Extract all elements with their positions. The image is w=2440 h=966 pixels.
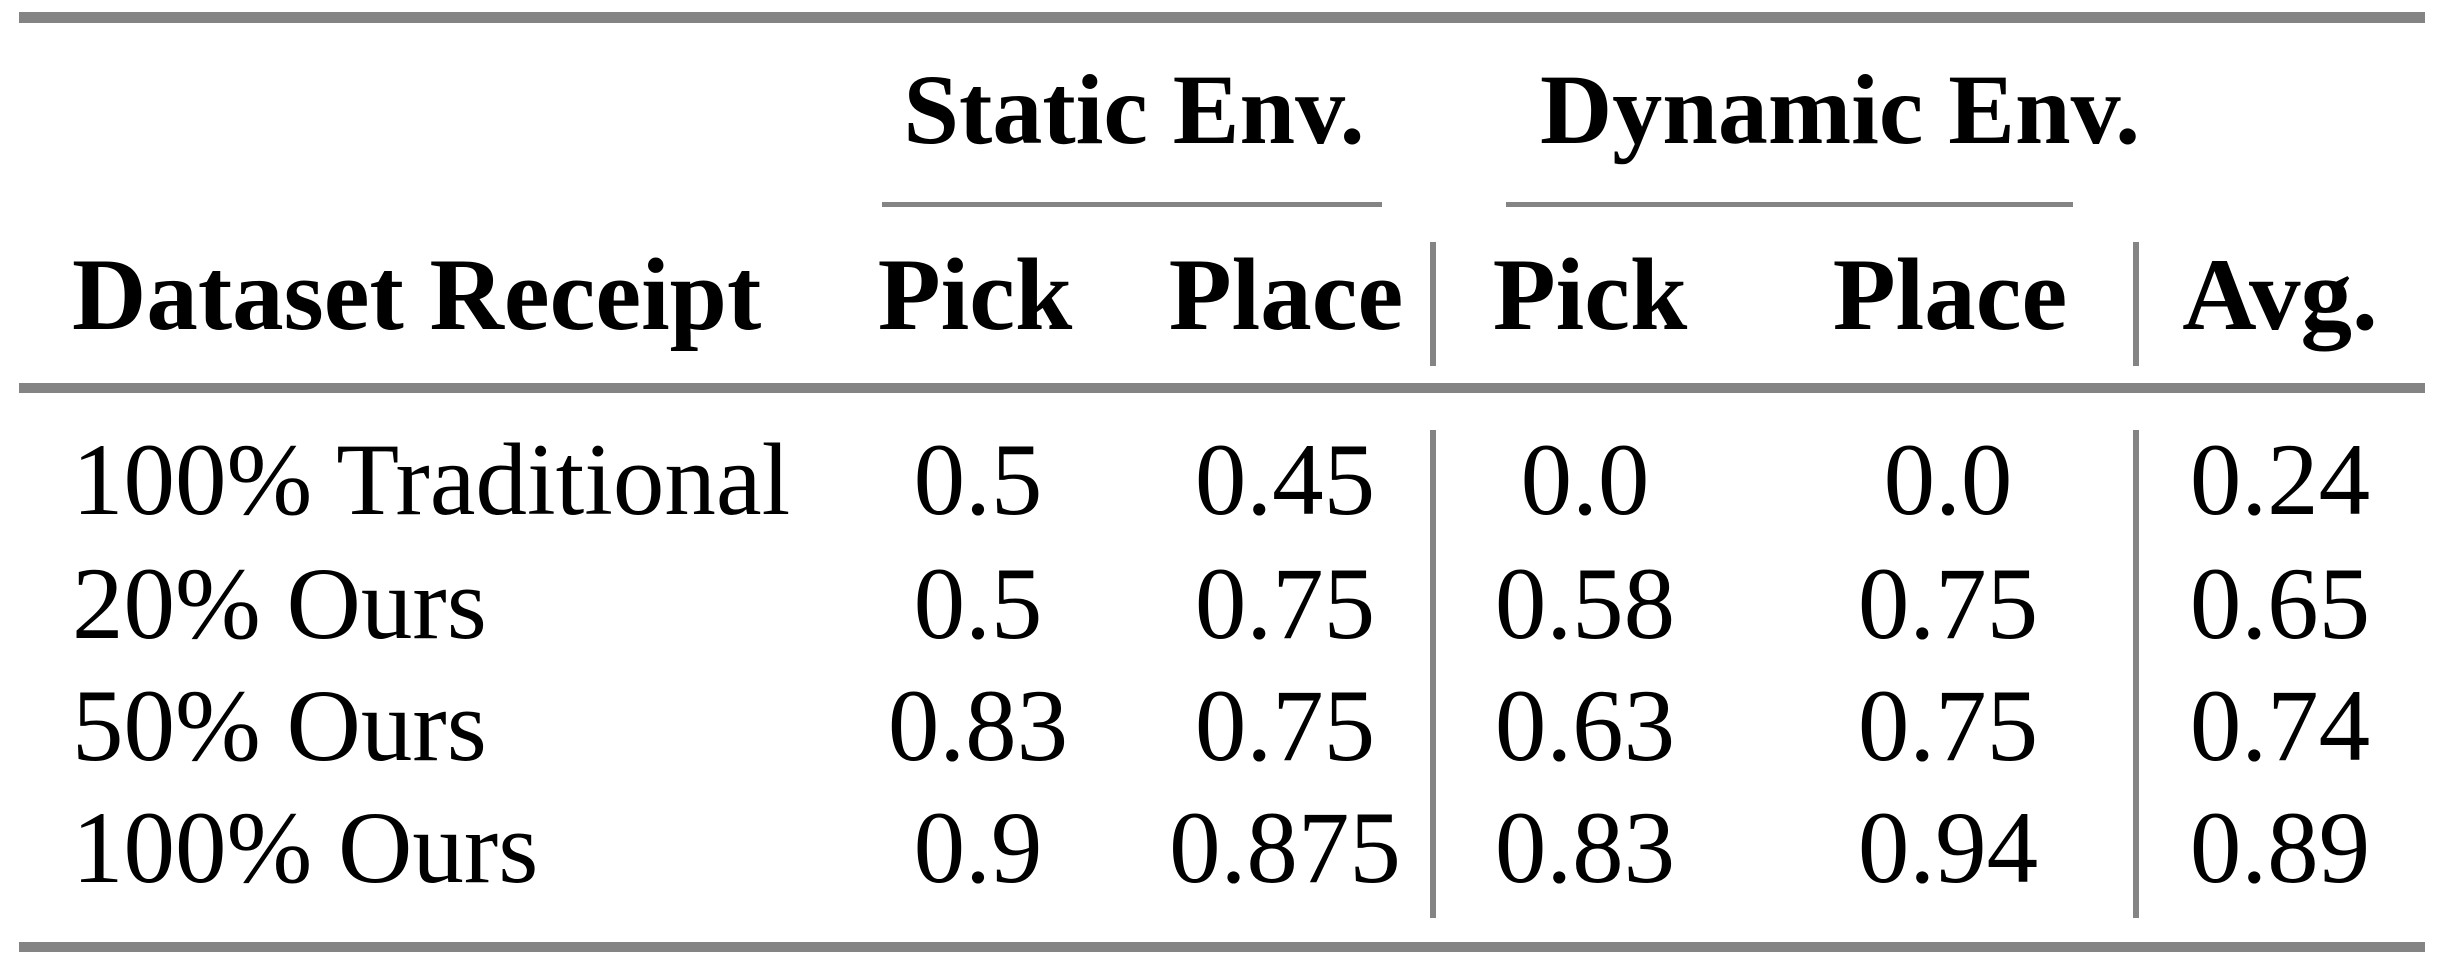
column-header-static-place: Place <box>1168 238 1404 352</box>
static-dynamic-divider-header <box>1430 242 1436 366</box>
cell-dynamic-pick: 0.83 <box>1494 791 1676 905</box>
cell-dynamic-place: 0.75 <box>1857 669 2039 783</box>
cell-static-pick: 0.5 <box>913 423 1043 537</box>
column-header-dynamic-place: Place <box>1832 238 2068 352</box>
cell-dynamic-place: 0.75 <box>1857 547 2039 661</box>
cell-static-pick: 0.5 <box>913 547 1043 661</box>
cell-dynamic-place: 0.0 <box>1883 423 2013 537</box>
cell-static-place: 0.75 <box>1194 547 1376 661</box>
dynamic-cmidrule <box>1506 202 2073 207</box>
group-header-dynamic-env: Dynamic Env. <box>1540 54 2141 165</box>
cell-dynamic-pick: 0.58 <box>1494 547 1676 661</box>
column-header-dynamic-pick: Pick <box>1492 238 1688 352</box>
cell-static-place: 0.875 <box>1169 791 1401 905</box>
cell-avg: 0.74 <box>2189 669 2371 783</box>
cell-static-place: 0.45 <box>1194 423 1376 537</box>
cell-avg: 0.89 <box>2189 791 2371 905</box>
top-rule <box>19 12 2425 23</box>
row-label: 50% Ours <box>72 669 487 783</box>
cell-static-pick: 0.83 <box>887 669 1069 783</box>
cell-dynamic-pick: 0.0 <box>1520 423 1650 537</box>
row-label: 100% Ours <box>72 791 539 905</box>
bottom-rule <box>19 942 2425 952</box>
cell-static-place: 0.75 <box>1194 669 1376 783</box>
mid-rule <box>19 383 2425 393</box>
row-label: 100% Traditional <box>72 423 791 537</box>
cell-avg: 0.24 <box>2189 423 2371 537</box>
cell-avg: 0.65 <box>2189 547 2371 661</box>
dynamic-avg-divider-header <box>2133 242 2139 366</box>
dynamic-avg-divider-body <box>2133 430 2139 918</box>
cell-static-pick: 0.9 <box>913 791 1043 905</box>
cell-dynamic-pick: 0.63 <box>1494 669 1676 783</box>
column-header-dataset-receipt: Dataset Receipt <box>72 238 762 352</box>
column-header-static-pick: Pick <box>877 238 1073 352</box>
static-dynamic-divider-body <box>1430 430 1436 918</box>
column-header-avg: Avg. <box>2182 238 2378 352</box>
static-cmidrule <box>882 202 1382 207</box>
group-header-static-env: Static Env. <box>903 54 1365 165</box>
cell-dynamic-place: 0.94 <box>1857 791 2039 905</box>
row-label: 20% Ours <box>72 547 487 661</box>
